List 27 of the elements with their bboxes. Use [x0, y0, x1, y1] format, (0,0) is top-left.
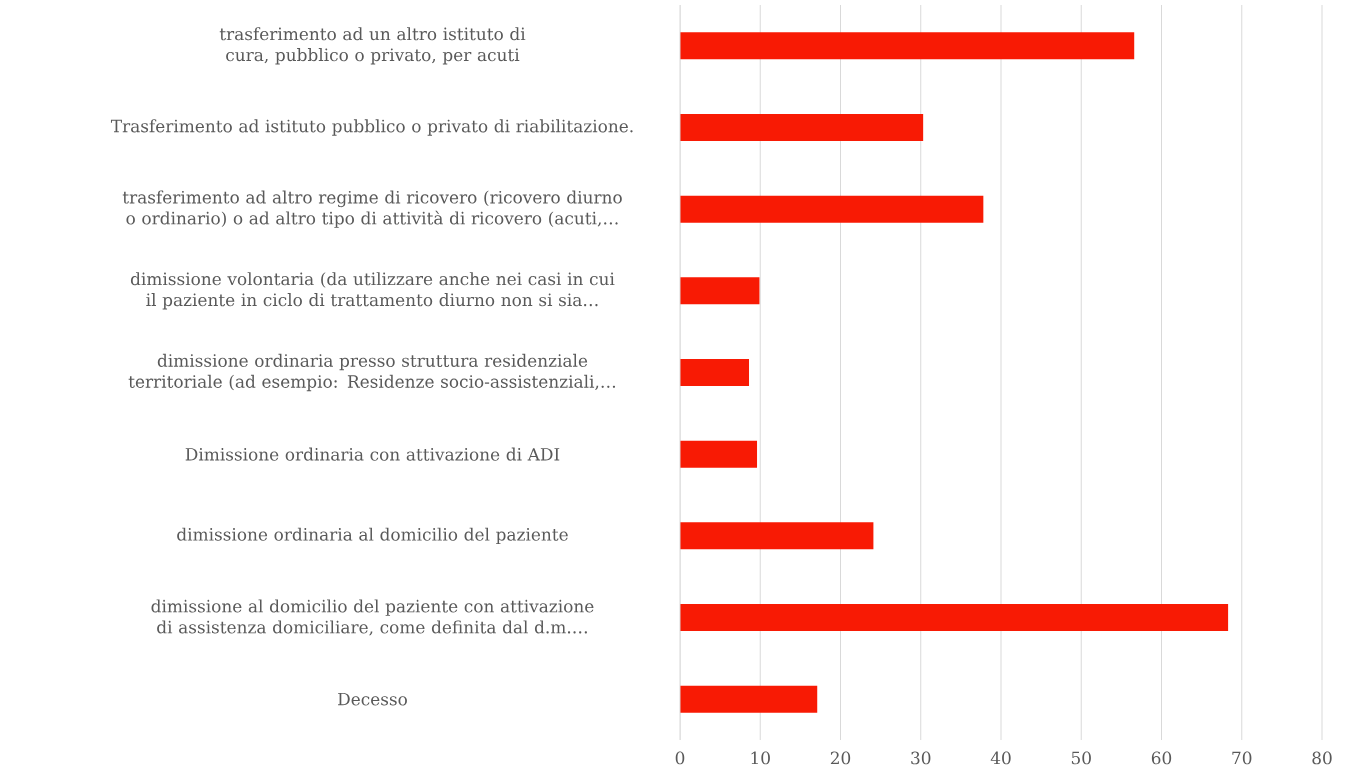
bar — [680, 604, 1229, 632]
y-tick-label: dimissione volontaria (da utilizzare anche nei casi in cui il paziente in ciclo di trattamento diurno non si sia… — [130, 272, 615, 310]
bar — [680, 359, 750, 387]
x-tick-label: 40 — [990, 751, 1011, 765]
y-tick-label: dimissione ordinaria al domicilio del paziente — [177, 527, 568, 545]
y-tick-label: trasferimento ad un altro istituto di cura, pubblico o privato, per acuti — [219, 27, 526, 65]
x-tick-label: 10 — [751, 751, 770, 765]
x-tick-label: 30 — [911, 751, 931, 765]
bar — [680, 114, 924, 142]
bar — [680, 277, 760, 305]
y-tick-label: Dimissione ordinaria con attivazione di ADI — [185, 447, 560, 461]
bar — [680, 32, 1135, 60]
y-tick-label: trasferimento ad altro regime di ricovero (ricovero diurno o ordinario) o ad altro tipo di attività di ricovero (acuti,… — [122, 190, 622, 228]
y-tick-label: Decesso — [338, 692, 407, 706]
y-tick-label: dimissione al domicilio del paziente con attivazione di assistenza domiciliare, come definita dal d.m.… — [151, 599, 594, 636]
bar — [680, 195, 984, 223]
bar — [680, 522, 874, 550]
x-tick-label: 20 — [830, 751, 851, 765]
bar — [680, 685, 818, 713]
y-tick-label: Trasferimento ad istituto pubblico o privato di riabilitazione. — [110, 119, 633, 136]
y-tick-label: dimissione ordinaria presso struttura residenziale territoriale (ad esempio: Residenze socio-assistenziali,… — [128, 353, 616, 392]
bar — [680, 440, 758, 468]
x-tick-label: 0 — [675, 751, 685, 765]
x-tick-label: 70 — [1232, 751, 1252, 765]
x-tick-label: 80 — [1312, 751, 1332, 765]
x-tick-label: 60 — [1151, 751, 1172, 765]
x-tick-label: 50 — [1071, 751, 1091, 765]
